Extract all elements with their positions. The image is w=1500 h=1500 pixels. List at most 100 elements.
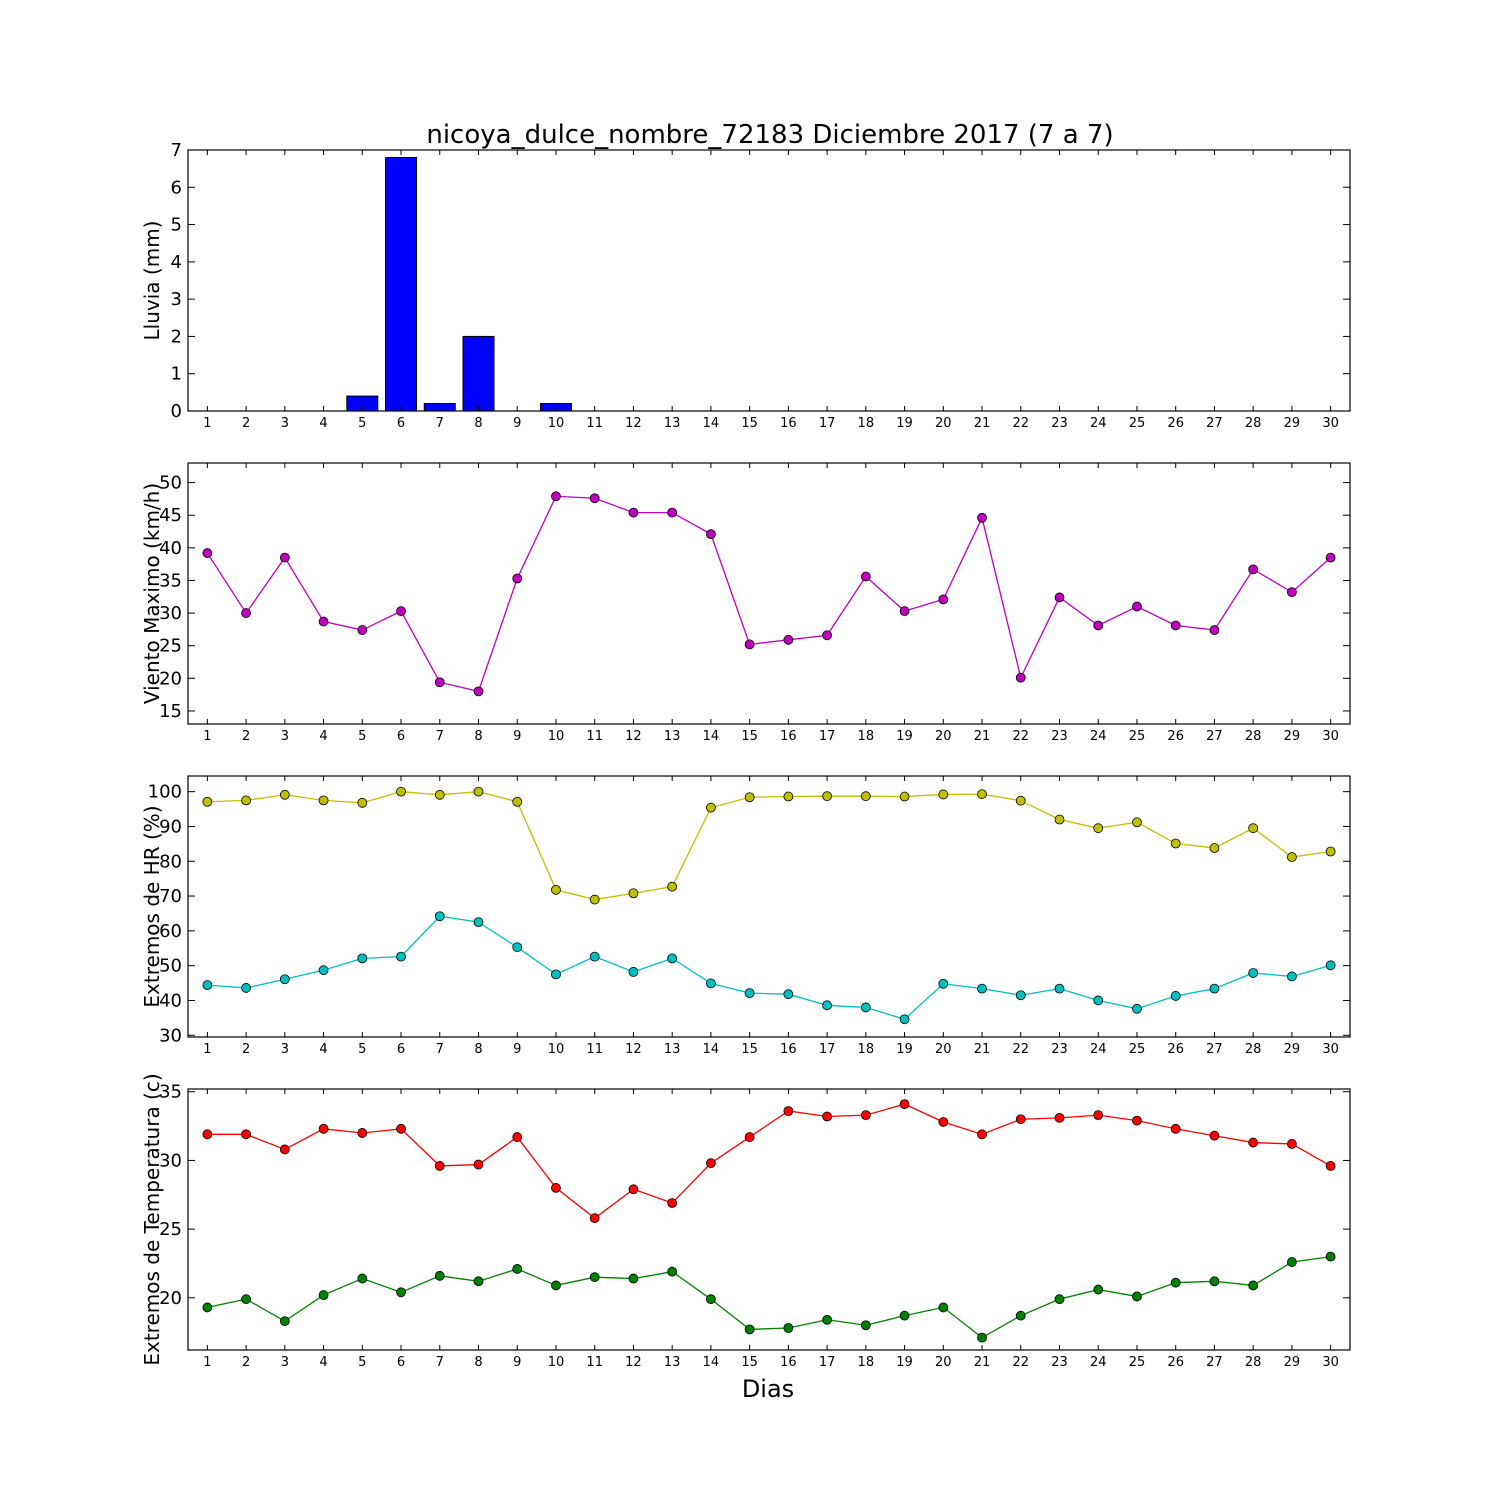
humidity-series-0-point-day-5 [357,797,368,808]
humidity-ytick-label: 40 [159,990,182,1011]
humidity-series-0-point-day-21 [977,789,987,799]
wind-series-0-point-day-25 [1132,601,1142,612]
wind-series-0-point-day-10 [551,491,561,502]
humidity-xtick-label: 12 [625,1042,642,1057]
humidity-series-1-point-day-18 [860,1002,871,1013]
humidity-xtick-label: 8 [474,1042,482,1057]
humidity-series-0-point-day-28 [1248,823,1259,834]
rain-xtick-label: 21 [974,416,991,431]
rain-ytick-label: 0 [171,401,182,422]
temperature-series-1-point-day-15 [744,1324,755,1335]
humidity-series-1-point-day-19 [899,1014,910,1025]
rain-xtick-label: 30 [1322,416,1339,431]
rain-xtick-label: 24 [1090,416,1107,431]
wind-series-0-point-day-17 [822,630,832,641]
rain-xtick-label: 28 [1245,416,1262,431]
wind-series-0-point-day-23 [1054,592,1065,603]
temperature-series-0-point-day-20 [938,1117,949,1127]
humidity-series-1-point-day-12 [628,967,639,977]
temperature-xtick-label: 10 [548,1355,565,1370]
temperature-series-1-point-day-23 [1054,1294,1065,1305]
rain-xtick-label: 7 [436,416,444,431]
rain-xtick-label: 18 [858,416,875,431]
wind-ytick-label: 45 [159,505,182,526]
humidity-xtick-label: 23 [1051,1042,1068,1057]
humidity-series-0-point-day-25 [1132,817,1142,828]
wind-xtick-label: 15 [741,729,758,744]
rain-axes-frame [187,149,1351,412]
wind-xtick-label: 27 [1206,729,1223,744]
humidity-series-1-point-day-28 [1248,968,1259,978]
temperature-xtick-label: 30 [1322,1355,1339,1370]
wind-xtick-label: 14 [703,729,720,744]
humidity-series-0-point-day-15 [744,792,755,803]
humidity-series-0-point-day-22 [1015,795,1026,806]
humidity-xtick-label: 4 [319,1042,327,1057]
temperature-xtick-label: 7 [436,1355,444,1370]
temperature-series-1-point-day-4 [318,1290,329,1300]
humidity-series-0-point-day-17 [822,791,832,802]
humidity-xtick-label: 22 [1012,1042,1029,1057]
temperature-series-1-point-day-28 [1248,1280,1259,1291]
rain-xtick-label: 14 [703,416,720,431]
temperature-series-1-point-day-26 [1170,1277,1181,1288]
rain-xtick-label: 25 [1129,416,1146,431]
rain-ytick-label: 7 [171,140,182,161]
temperature-series-0-point-day-8 [473,1159,484,1170]
rain-ytick-label: 1 [171,364,182,385]
humidity-series-1-point-day-29 [1287,971,1297,982]
temperature-series-0-point-day-4 [318,1123,329,1134]
humidity-series-0-point-day-27 [1209,843,1220,853]
temperature-series-0-point-day-16 [783,1106,794,1116]
humidity-xtick-label: 5 [358,1042,366,1057]
temperature-xtick-label: 3 [281,1355,289,1370]
wind-ytick-label: 15 [159,701,182,722]
temperature-series-1-point-day-29 [1287,1257,1297,1267]
temperature-series-1-point-day-22 [1015,1310,1026,1321]
rain-bar-day-5 [346,395,379,411]
temperature-series-1-point-day-20 [938,1302,949,1313]
wind-series-0-point-day-29 [1287,587,1297,598]
wind-y-axis-label: Viento Maximo (km/h) [140,483,164,704]
rain-ytick-label: 4 [171,252,182,273]
wind-xtick-label: 20 [935,729,952,744]
humidity-series-0-point-day-13 [667,881,678,892]
humidity-xtick-label: 17 [819,1042,836,1057]
wind-xtick-label: 7 [436,729,444,744]
rain-xtick-label: 4 [319,416,327,431]
temperature-series-0-point-day-26 [1170,1123,1181,1134]
temperature-series-1-point-day-19 [899,1310,910,1321]
temperature-series-1-point-day-14 [706,1294,716,1305]
chart-title: nicoya_dulce_nombre_72183 Diciembre 2017… [426,120,1113,150]
temperature-series-0-point-day-10 [551,1183,561,1193]
humidity-xtick-label: 9 [513,1042,521,1057]
humidity-series-1-point-day-8 [473,917,484,928]
wind-xtick-label: 5 [358,729,366,744]
wind-series-0-point-day-26 [1170,620,1181,631]
rain-xtick-label: 17 [819,416,836,431]
temperature-xtick-label: 1 [203,1355,211,1370]
wind-xtick-label: 28 [1245,729,1262,744]
humidity-ytick-label: 30 [159,1025,182,1046]
humidity-series-0-point-day-10 [551,884,561,895]
humidity-series-1-point-day-9 [512,942,523,953]
wind-series-0-point-day-3 [279,552,290,563]
temperature-series-1-point-day-12 [628,1273,639,1284]
humidity-xtick-label: 29 [1284,1042,1301,1057]
temperature-series-0-point-day-25 [1132,1115,1142,1126]
wind-series-0-point-day-21 [977,512,987,523]
humidity-series-1-point-day-3 [279,974,290,985]
humidity-xtick-label: 10 [548,1042,565,1057]
temperature-xtick-label: 9 [513,1355,521,1370]
temperature-xtick-label: 28 [1245,1355,1262,1370]
humidity-series-1-point-day-10 [551,969,561,980]
humidity-xtick-label: 26 [1167,1042,1184,1057]
rain-xtick-label: 20 [935,416,952,431]
wind-xtick-label: 30 [1322,729,1339,744]
temperature-series-1-point-day-16 [783,1323,794,1333]
temperature-series-0-point-day-24 [1093,1110,1104,1120]
wind-xtick-label: 25 [1129,729,1146,744]
temperature-xtick-label: 17 [819,1355,836,1370]
